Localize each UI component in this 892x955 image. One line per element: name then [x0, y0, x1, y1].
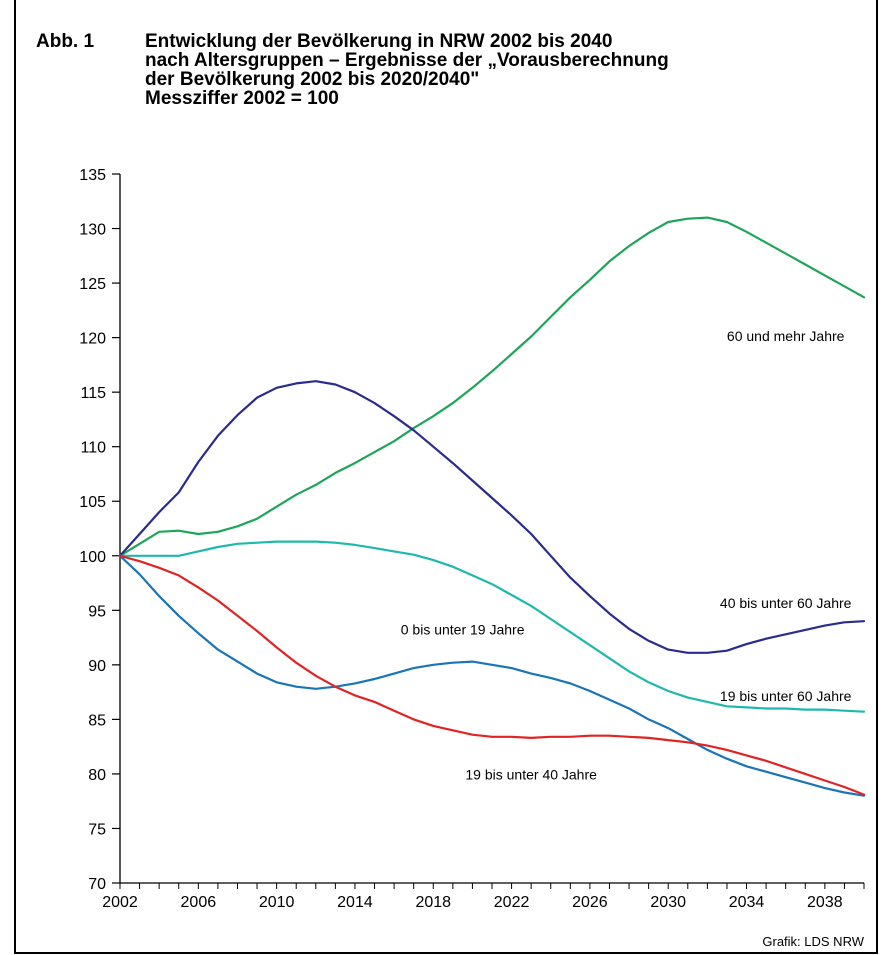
- x-tick-label: 2026: [572, 894, 608, 911]
- x-tick-label: 2010: [259, 894, 295, 911]
- y-tick-label: 110: [80, 440, 106, 457]
- y-tick-label: 85: [88, 712, 106, 729]
- figure-title-line: der Bevölkerung 2002 bis 2020/2040": [145, 69, 480, 90]
- figure-title: Entwicklung der Bevölkerung in NRW 2002 …: [145, 32, 669, 108]
- y-tick-label: 125: [79, 276, 106, 293]
- y-tick-label: 130: [79, 222, 106, 239]
- x-tick-label: 2002: [102, 894, 138, 911]
- y-tick-label: 70: [88, 876, 106, 893]
- series-label: 19 bis unter 60 Jahre: [720, 688, 852, 704]
- x-tick-label: 2034: [729, 894, 765, 911]
- x-tick-label: 2006: [181, 894, 217, 911]
- chart-credit: Grafik: LDS NRW: [762, 934, 864, 949]
- y-tick-label: 120: [79, 331, 106, 348]
- figure-title-line: Entwicklung der Bevölkerung in NRW 2002 …: [145, 31, 613, 52]
- y-tick-label: 95: [88, 603, 106, 620]
- series-label: 60 und mehr Jahre: [727, 328, 845, 344]
- figure-title-line: Messziffer 2002 = 100: [145, 88, 339, 109]
- series-line: [118, 554, 866, 796]
- series-label: 19 bis unter 40 Jahre: [465, 766, 597, 782]
- x-tick-label: 2030: [650, 894, 686, 911]
- y-tick-label: 115: [80, 385, 106, 402]
- x-tick-label: 2022: [494, 894, 530, 911]
- figure-label: Abb. 1: [36, 31, 95, 52]
- y-tick-label: 105: [79, 494, 106, 511]
- x-tick-label: 2014: [337, 894, 373, 911]
- y-tick-label: 75: [88, 821, 106, 838]
- y-tick-label: 90: [88, 658, 106, 675]
- chart-axes: 70 75 80 85 90 95 100 105 110 115 120 125 130 135 2002…: [79, 167, 865, 911]
- series-label: 40 bis unter 60 Jahre: [720, 595, 852, 611]
- chart-series-labels: 60 und mehr Jahre 40 bis unter 60 Jahre 19…: [401, 328, 852, 782]
- figure-title-line: nach Altersgruppen – Ergebnisse der „Vor…: [145, 50, 669, 71]
- y-tick-label: 80: [88, 767, 106, 784]
- chart-series-lines: [118, 216, 866, 797]
- y-tick-label: 135: [79, 167, 106, 184]
- x-tick-label: 2038: [807, 894, 843, 911]
- series-line: [118, 380, 866, 654]
- y-tick-label: 100: [79, 549, 106, 566]
- x-tick-label: 2018: [415, 894, 451, 911]
- series-line: [118, 216, 866, 557]
- series-label: 0 bis unter 19 Jahre: [401, 621, 525, 637]
- figure-frame: [14, 0, 878, 954]
- series-line: [118, 554, 866, 797]
- series-line: [118, 540, 866, 713]
